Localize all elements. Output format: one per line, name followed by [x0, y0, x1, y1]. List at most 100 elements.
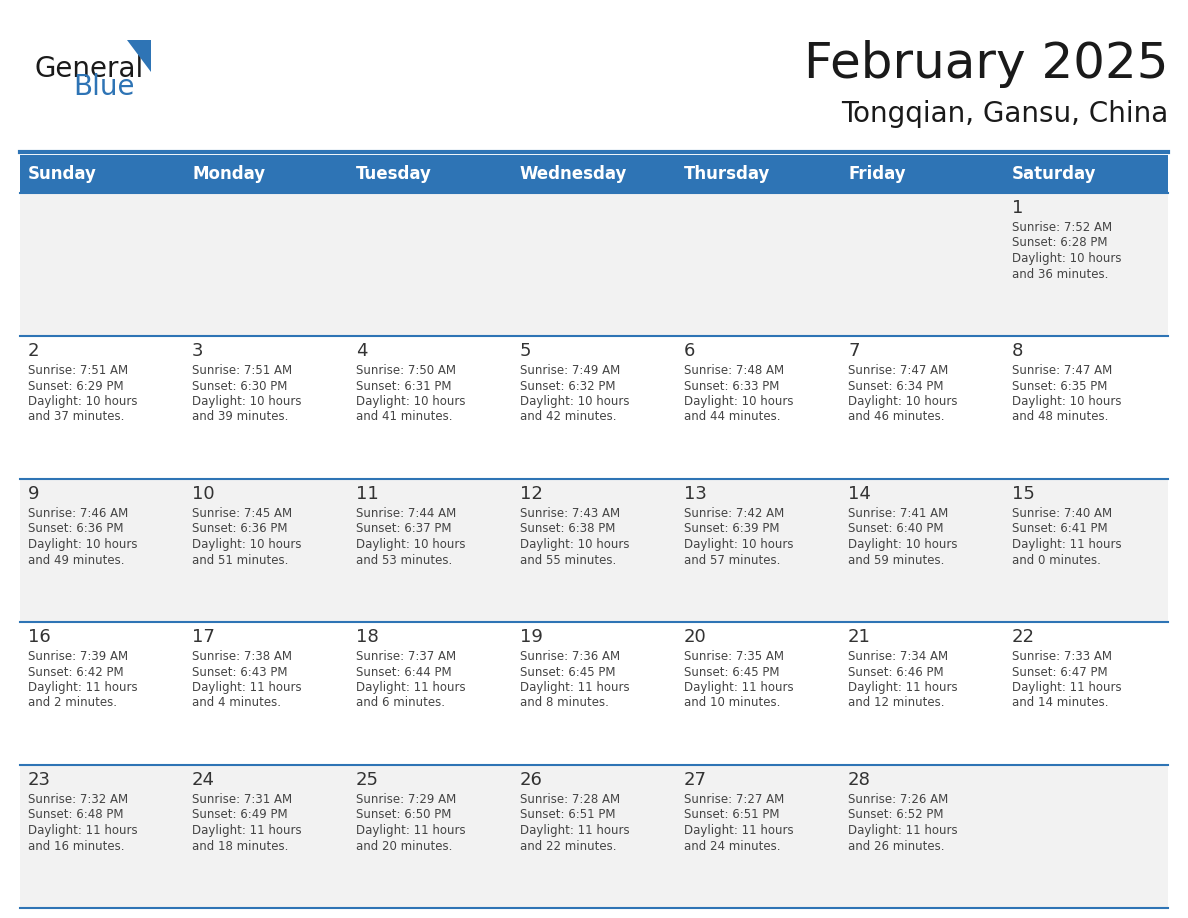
Text: Sunrise: 7:31 AM: Sunrise: 7:31 AM [192, 793, 292, 806]
Bar [20, 336, 1168, 479]
Text: Sunset: 6:36 PM: Sunset: 6:36 PM [192, 522, 287, 535]
Text: Daylight: 11 hours: Daylight: 11 hours [520, 824, 630, 837]
Text: Daylight: 11 hours: Daylight: 11 hours [29, 681, 138, 694]
Text: Daylight: 10 hours: Daylight: 10 hours [356, 538, 466, 551]
Text: Sunset: 6:31 PM: Sunset: 6:31 PM [356, 379, 451, 393]
Text: Daylight: 10 hours: Daylight: 10 hours [848, 538, 958, 551]
Text: Sunset: 6:52 PM: Sunset: 6:52 PM [848, 809, 943, 822]
Text: Sunset: 6:40 PM: Sunset: 6:40 PM [848, 522, 943, 535]
Text: and 14 minutes.: and 14 minutes. [1012, 697, 1108, 710]
Text: and 37 minutes.: and 37 minutes. [29, 410, 125, 423]
Text: and 57 minutes.: and 57 minutes. [684, 554, 781, 566]
Text: 24: 24 [192, 771, 215, 789]
Text: and 22 minutes.: and 22 minutes. [520, 839, 617, 853]
Text: Sunrise: 7:36 AM: Sunrise: 7:36 AM [520, 650, 620, 663]
Text: and 16 minutes.: and 16 minutes. [29, 839, 125, 853]
Text: Sunrise: 7:46 AM: Sunrise: 7:46 AM [29, 507, 128, 520]
Text: Sunrise: 7:43 AM: Sunrise: 7:43 AM [520, 507, 620, 520]
Text: 27: 27 [684, 771, 707, 789]
Text: and 59 minutes.: and 59 minutes. [848, 554, 944, 566]
Text: 11: 11 [356, 485, 379, 503]
Text: 17: 17 [192, 628, 215, 646]
Text: Blue: Blue [72, 73, 134, 101]
Text: Friday: Friday [848, 165, 905, 183]
Text: 3: 3 [192, 342, 203, 360]
Text: and 6 minutes.: and 6 minutes. [356, 697, 446, 710]
Text: Sunrise: 7:49 AM: Sunrise: 7:49 AM [520, 364, 620, 377]
Text: and 20 minutes.: and 20 minutes. [356, 839, 453, 853]
Text: and 18 minutes.: and 18 minutes. [192, 839, 289, 853]
Text: Thursday: Thursday [684, 165, 770, 183]
Text: Sunrise: 7:42 AM: Sunrise: 7:42 AM [684, 507, 784, 520]
Text: 1: 1 [1012, 199, 1023, 217]
Text: Sunrise: 7:27 AM: Sunrise: 7:27 AM [684, 793, 784, 806]
Text: Daylight: 10 hours: Daylight: 10 hours [192, 538, 302, 551]
Text: Daylight: 10 hours: Daylight: 10 hours [848, 395, 958, 408]
Text: Daylight: 10 hours: Daylight: 10 hours [1012, 395, 1121, 408]
Text: Daylight: 10 hours: Daylight: 10 hours [356, 395, 466, 408]
Text: Wednesday: Wednesday [520, 165, 627, 183]
Text: 8: 8 [1012, 342, 1023, 360]
Polygon shape [127, 40, 151, 72]
Text: Daylight: 11 hours: Daylight: 11 hours [848, 824, 958, 837]
Text: Sunset: 6:39 PM: Sunset: 6:39 PM [684, 522, 779, 535]
Text: and 12 minutes.: and 12 minutes. [848, 697, 944, 710]
Text: Sunrise: 7:47 AM: Sunrise: 7:47 AM [848, 364, 948, 377]
Text: Sunday: Sunday [29, 165, 97, 183]
Text: and 48 minutes.: and 48 minutes. [1012, 410, 1108, 423]
Text: Daylight: 10 hours: Daylight: 10 hours [684, 538, 794, 551]
Text: Sunset: 6:50 PM: Sunset: 6:50 PM [356, 809, 451, 822]
Text: Sunset: 6:51 PM: Sunset: 6:51 PM [520, 809, 615, 822]
Text: Daylight: 11 hours: Daylight: 11 hours [684, 681, 794, 694]
Text: 22: 22 [1012, 628, 1035, 646]
Text: Sunset: 6:43 PM: Sunset: 6:43 PM [192, 666, 287, 678]
Text: Sunrise: 7:39 AM: Sunrise: 7:39 AM [29, 650, 128, 663]
Text: Daylight: 10 hours: Daylight: 10 hours [192, 395, 302, 408]
Text: Sunrise: 7:45 AM: Sunrise: 7:45 AM [192, 507, 292, 520]
Text: Daylight: 11 hours: Daylight: 11 hours [192, 681, 302, 694]
Text: Sunset: 6:33 PM: Sunset: 6:33 PM [684, 379, 779, 393]
Text: and 46 minutes.: and 46 minutes. [848, 410, 944, 423]
Text: Sunrise: 7:40 AM: Sunrise: 7:40 AM [1012, 507, 1112, 520]
Text: Daylight: 11 hours: Daylight: 11 hours [520, 681, 630, 694]
Text: Sunset: 6:28 PM: Sunset: 6:28 PM [1012, 237, 1107, 250]
Text: 10: 10 [192, 485, 215, 503]
Text: February 2025: February 2025 [803, 40, 1168, 88]
Text: 19: 19 [520, 628, 543, 646]
Text: Sunset: 6:49 PM: Sunset: 6:49 PM [192, 809, 287, 822]
Text: 16: 16 [29, 628, 51, 646]
Text: Daylight: 10 hours: Daylight: 10 hours [520, 538, 630, 551]
Text: Sunrise: 7:33 AM: Sunrise: 7:33 AM [1012, 650, 1112, 663]
Text: and 8 minutes.: and 8 minutes. [520, 697, 609, 710]
Text: Sunset: 6:36 PM: Sunset: 6:36 PM [29, 522, 124, 535]
Text: and 24 minutes.: and 24 minutes. [684, 839, 781, 853]
Text: Daylight: 10 hours: Daylight: 10 hours [1012, 252, 1121, 265]
Text: and 2 minutes.: and 2 minutes. [29, 697, 116, 710]
Text: Sunrise: 7:26 AM: Sunrise: 7:26 AM [848, 793, 948, 806]
Text: Sunrise: 7:51 AM: Sunrise: 7:51 AM [192, 364, 292, 377]
Text: Sunset: 6:32 PM: Sunset: 6:32 PM [520, 379, 615, 393]
Text: 25: 25 [356, 771, 379, 789]
Text: Sunrise: 7:28 AM: Sunrise: 7:28 AM [520, 793, 620, 806]
Text: Sunrise: 7:38 AM: Sunrise: 7:38 AM [192, 650, 292, 663]
Text: Sunrise: 7:41 AM: Sunrise: 7:41 AM [848, 507, 948, 520]
Text: Sunset: 6:46 PM: Sunset: 6:46 PM [848, 666, 943, 678]
Text: Daylight: 11 hours: Daylight: 11 hours [356, 681, 466, 694]
Text: Sunrise: 7:52 AM: Sunrise: 7:52 AM [1012, 221, 1112, 234]
Text: Sunset: 6:37 PM: Sunset: 6:37 PM [356, 522, 451, 535]
Text: Daylight: 11 hours: Daylight: 11 hours [684, 824, 794, 837]
Text: Sunset: 6:42 PM: Sunset: 6:42 PM [29, 666, 124, 678]
Text: 9: 9 [29, 485, 39, 503]
Text: Sunrise: 7:35 AM: Sunrise: 7:35 AM [684, 650, 784, 663]
Text: and 44 minutes.: and 44 minutes. [684, 410, 781, 423]
Text: 15: 15 [1012, 485, 1035, 503]
Text: 7: 7 [848, 342, 859, 360]
Text: Sunrise: 7:51 AM: Sunrise: 7:51 AM [29, 364, 128, 377]
Text: Daylight: 11 hours: Daylight: 11 hours [356, 824, 466, 837]
Text: and 10 minutes.: and 10 minutes. [684, 697, 781, 710]
Text: 18: 18 [356, 628, 379, 646]
Text: Sunrise: 7:29 AM: Sunrise: 7:29 AM [356, 793, 456, 806]
Text: and 41 minutes.: and 41 minutes. [356, 410, 453, 423]
Text: Sunset: 6:45 PM: Sunset: 6:45 PM [520, 666, 615, 678]
Text: Sunrise: 7:32 AM: Sunrise: 7:32 AM [29, 793, 128, 806]
